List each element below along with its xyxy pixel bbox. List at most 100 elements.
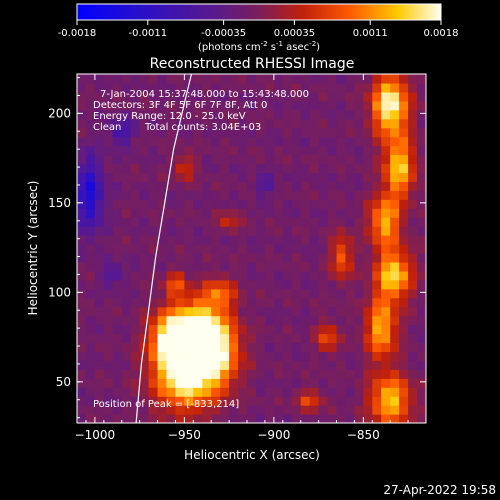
heatmap-cell: [211, 145, 221, 156]
heatmap-cell: [363, 172, 373, 182]
heatmap-cell: [229, 315, 239, 326]
heatmap-cell: [264, 181, 275, 191]
heatmap-cell: [300, 378, 311, 388]
heatmap-cell: [264, 360, 275, 370]
heatmap-cell: [220, 270, 230, 281]
heatmap-cell: [130, 252, 141, 263]
heatmap-cell: [85, 342, 96, 353]
heatmap-cell: [229, 235, 239, 245]
heatmap-cell: [345, 270, 356, 281]
heatmap-cell: [255, 181, 266, 191]
heatmap-cell: [408, 172, 418, 182]
heatmap-cell: [175, 414, 185, 423]
heatmap-cell: [238, 252, 248, 263]
heatmap-cell: [166, 100, 177, 111]
heatmap-cell: [130, 235, 141, 245]
heatmap-cell: [399, 217, 409, 227]
heatmap-cell: [273, 244, 284, 254]
heatmap-cell: [381, 351, 391, 361]
heatmap-cell: [238, 315, 248, 326]
heatmap-cell: [381, 181, 391, 191]
heatmap-cell: [94, 414, 105, 423]
heatmap-cell: [255, 244, 266, 254]
heatmap-cell: [390, 279, 400, 290]
heatmap-cell: [255, 100, 266, 111]
heatmap-cell: [77, 414, 87, 423]
heatmap-cell: [372, 154, 382, 165]
heatmap-cell: [229, 208, 239, 218]
heatmap-cell: [255, 145, 266, 156]
heatmap-cell: [273, 279, 284, 290]
heatmap-cell: [139, 235, 150, 245]
heatmap-cell: [103, 100, 114, 111]
heatmap-cell: [103, 369, 114, 379]
heatmap-cell: [372, 82, 382, 93]
heatmap-cell: [148, 414, 159, 423]
heatmap-cell: [112, 100, 123, 111]
heatmap-cell: [300, 136, 311, 147]
heatmap-cell: [255, 297, 266, 308]
heatmap-cell: [85, 333, 96, 344]
heatmap-cell: [166, 360, 177, 370]
heatmap-cell: [390, 163, 400, 174]
heatmap-cell: [273, 217, 284, 227]
heatmap-cell: [291, 333, 302, 344]
heatmap-cell: [309, 181, 320, 191]
heatmap-cell: [273, 208, 284, 218]
heatmap-cell: [264, 333, 275, 344]
heatmap-cell: [345, 279, 356, 290]
heatmap-cell: [103, 118, 114, 129]
heatmap-cell: [354, 172, 364, 182]
heatmap-cell: [345, 226, 356, 236]
heatmap-cell: [390, 360, 400, 370]
heatmap-cell: [238, 244, 248, 254]
heatmap-cell: [336, 145, 347, 156]
heatmap-cell: [345, 324, 356, 335]
heatmap-cell: [399, 82, 409, 93]
heatmap-cell: [336, 306, 347, 317]
heatmap-cell: [372, 163, 382, 174]
heatmap-cell: [94, 261, 105, 272]
heatmap-cell: [354, 190, 364, 200]
heatmap-cell: [238, 396, 248, 406]
heatmap-cell: [130, 306, 141, 317]
heatmap-cell: [77, 360, 87, 370]
heatmap-cell: [85, 136, 96, 147]
heatmap-cell: [193, 226, 203, 236]
heatmap-cell: [390, 154, 400, 165]
heatmap-cell: [193, 217, 203, 227]
heatmap-cell: [300, 181, 311, 191]
heatmap-cell: [211, 244, 221, 254]
heatmap-cell: [112, 405, 123, 415]
heatmap-cell: [220, 279, 230, 290]
heatmap-cell: [408, 369, 418, 379]
heatmap-cell: [318, 190, 329, 200]
heatmap-cell: [220, 172, 230, 182]
heatmap-cell: [273, 181, 284, 191]
heatmap-cell: [139, 127, 150, 138]
heatmap-cell: [77, 288, 87, 299]
heatmap-cell: [166, 252, 177, 263]
heatmap-cell: [211, 127, 221, 138]
heatmap-cell: [85, 217, 96, 227]
heatmap-cell: [345, 109, 356, 120]
heatmap-cell: [85, 172, 96, 182]
heatmap-cell: [94, 279, 105, 290]
heatmap-cell: [130, 181, 141, 191]
heatmap-cell: [300, 333, 311, 344]
heatmap-cell: [417, 235, 426, 245]
heatmap-cell: [345, 74, 356, 84]
heatmap-cell: [193, 172, 203, 182]
heatmap-cell: [184, 91, 194, 102]
heatmap-cell: [229, 74, 239, 84]
heatmap-cell: [103, 342, 114, 353]
heatmap-cell: [327, 172, 338, 182]
heatmap-cell: [282, 154, 293, 165]
heatmap-cell: [166, 172, 177, 182]
heatmap-cell: [291, 378, 302, 388]
heatmap-cell: [148, 163, 159, 174]
heatmap-cell: [291, 235, 302, 245]
heatmap-cell: [202, 145, 212, 156]
heatmap-cell: [273, 351, 284, 361]
heatmap-cell: [327, 100, 338, 111]
